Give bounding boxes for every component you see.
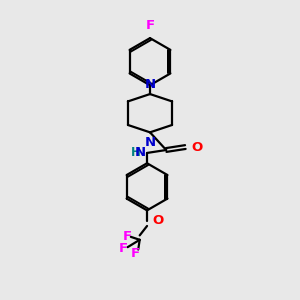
Text: F: F <box>131 247 140 260</box>
Text: F: F <box>123 230 132 243</box>
Text: O: O <box>191 141 202 154</box>
Text: O: O <box>152 214 164 227</box>
Text: H: H <box>131 146 141 159</box>
Text: N: N <box>134 146 146 159</box>
Text: N: N <box>144 136 156 149</box>
Text: F: F <box>119 242 128 255</box>
Text: F: F <box>146 19 154 32</box>
Text: N: N <box>144 77 156 91</box>
